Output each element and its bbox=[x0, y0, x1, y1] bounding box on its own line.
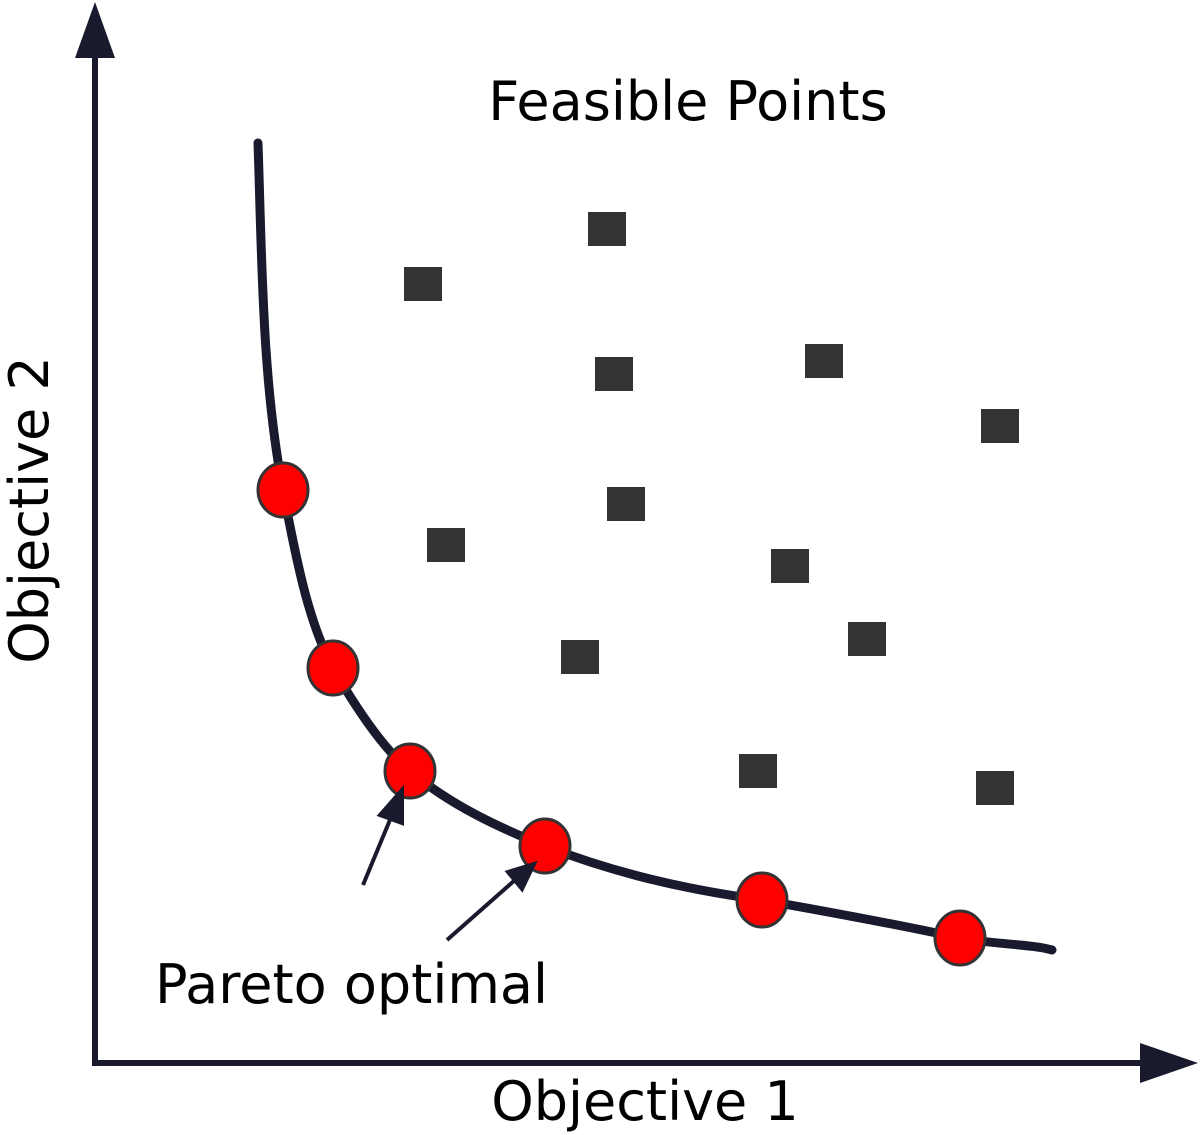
feasible-point bbox=[588, 212, 626, 246]
feasible-point bbox=[607, 487, 645, 521]
feasible-point bbox=[427, 528, 465, 562]
title: Feasible Points bbox=[488, 70, 887, 133]
feasible-point bbox=[561, 640, 599, 674]
pointer-arrow bbox=[361, 814, 394, 886]
pareto-points bbox=[256, 461, 987, 967]
pareto-point bbox=[933, 909, 987, 967]
feasible-point bbox=[739, 754, 777, 788]
feasible-point bbox=[771, 549, 809, 583]
pointer-arrow-head bbox=[504, 860, 538, 893]
feasible-point bbox=[981, 409, 1019, 443]
feasible-point bbox=[595, 357, 633, 391]
feasible-point bbox=[976, 771, 1014, 805]
x-axis-label: Objective 1 bbox=[491, 1070, 799, 1133]
y-axis-label: Objective 2 bbox=[0, 356, 61, 664]
feasible-point bbox=[805, 344, 843, 378]
pareto-front bbox=[253, 138, 1057, 955]
pareto-point bbox=[256, 461, 310, 519]
pointer-arrow bbox=[445, 878, 517, 942]
pareto-point bbox=[735, 871, 789, 929]
feasible-point bbox=[404, 267, 442, 301]
pointer-arrow-head bbox=[376, 784, 404, 826]
annotation: Pareto optimal bbox=[155, 953, 548, 1016]
feasible-point bbox=[848, 622, 886, 656]
pointer-arrows bbox=[361, 784, 538, 942]
axes bbox=[75, 2, 1198, 1083]
pareto-point bbox=[383, 742, 437, 800]
pareto-point bbox=[306, 639, 360, 697]
pareto-point bbox=[518, 817, 572, 875]
feasible-points bbox=[404, 212, 1019, 805]
y-axis-arrow bbox=[75, 2, 115, 58]
x-axis-arrow bbox=[1140, 1043, 1198, 1083]
